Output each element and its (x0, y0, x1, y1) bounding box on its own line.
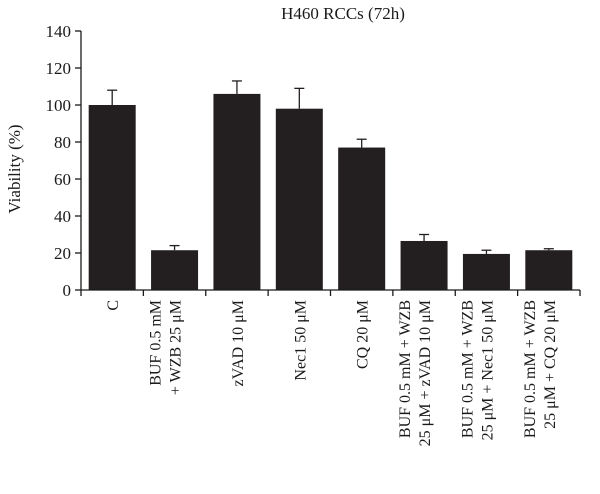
y-axis: 0 20 40 60 80 100 120 140 (46, 22, 82, 300)
bar-series (88, 80, 573, 291)
y-tick-label: 100 (46, 96, 72, 115)
x-category-label: CQ 20 μM (355, 300, 372, 369)
bar (151, 250, 199, 290)
y-tick-label: 0 (63, 281, 72, 300)
x-category-label: 25 μM + zVAD 10 μM (417, 300, 434, 446)
bar (338, 147, 386, 290)
bar (462, 253, 510, 290)
chart-title: H460 RCCs (72h) (281, 4, 405, 23)
y-tick-label: 60 (54, 170, 71, 189)
y-tick-label: 40 (54, 207, 71, 226)
x-category-label: 25 μM + CQ 20 μM (542, 300, 559, 429)
x-category-label: Nec1 50 μM (292, 300, 309, 381)
x-axis: C BUF 0.5 mM + WZB 25 μM zVAD 10 μM Nec1 50 … (80, 289, 581, 446)
y-tick-label: 140 (46, 22, 72, 41)
x-category-label: BUF 0.5 mM + WZB (522, 300, 539, 438)
x-category-label: + WZB 25 μM (168, 300, 185, 395)
y-tick-label: 120 (46, 59, 72, 78)
y-tick-label: 80 (54, 133, 71, 152)
x-category-label: BUF 0.5 mM (148, 300, 165, 386)
x-category-label: BUF 0.5 mM + WZB (397, 300, 414, 438)
bar (88, 105, 136, 290)
x-category-label: BUF 0.5 mM + WZB (459, 300, 476, 438)
bar (213, 93, 261, 291)
y-tick-label: 20 (54, 244, 71, 263)
bar (400, 240, 448, 290)
bar (525, 250, 573, 290)
bar (275, 108, 323, 290)
x-category-label: zVAD 10 μM (230, 300, 247, 387)
y-axis-title: Viability (%) (5, 124, 24, 213)
x-category-label: C (105, 300, 122, 311)
x-category-label: 25 μM + Nec1 50 μM (479, 300, 496, 440)
